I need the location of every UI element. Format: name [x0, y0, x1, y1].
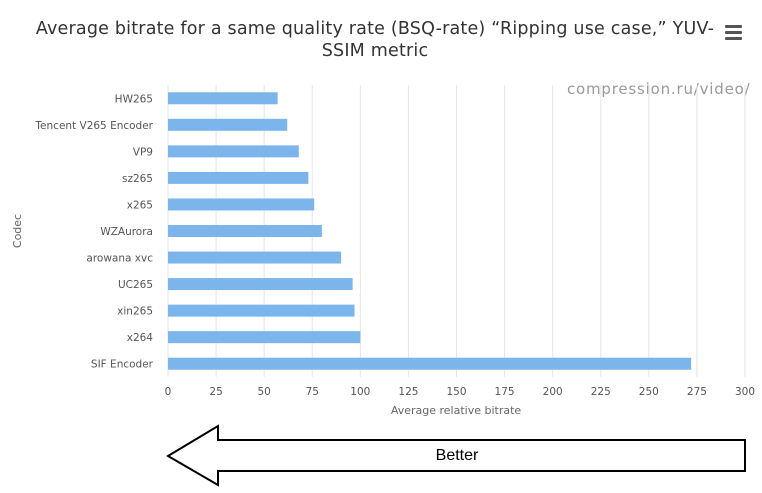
bar	[168, 198, 315, 211]
watermark: compression.ru/video/	[567, 80, 751, 98]
x-axis-title: Average relative bitrate	[391, 404, 522, 417]
x-tick-label: 100	[350, 386, 370, 398]
hamburger-menu-icon[interactable]	[724, 24, 744, 41]
x-tick-label: 50	[257, 386, 270, 398]
x-tick-labels: 0 25 50 75 100 125 150 175 200 225 250 275 300	[165, 386, 755, 398]
category-label: SIF Encoder	[91, 359, 154, 371]
bar	[168, 304, 355, 317]
x-tick-label: 225	[591, 386, 611, 398]
better-arrow: Better	[166, 424, 746, 487]
x-tick-label: 150	[446, 386, 466, 398]
chart-title: Average bitrate for a same quality rate …	[35, 19, 715, 61]
x-tick-label: 300	[735, 386, 755, 398]
bar	[168, 92, 278, 105]
y-axis-title: Codec	[11, 214, 24, 248]
grid-lines	[167, 85, 746, 377]
category-label: x264	[127, 332, 154, 344]
x-tick-label: 250	[639, 386, 659, 398]
left-arrow-shape	[166, 424, 746, 487]
bar	[168, 145, 299, 158]
bar	[168, 331, 361, 344]
category-label: WZAurora	[100, 226, 153, 238]
x-tick-label: 125	[398, 386, 418, 398]
bar	[168, 251, 342, 264]
category-label: sz265	[122, 173, 153, 185]
category-label: HW265	[115, 93, 153, 105]
category-labels: HW265 Tencent V265 Encoder VP9 sz265 x265 WZA…	[34, 93, 153, 370]
bar	[168, 171, 309, 184]
x-tick-label: 200	[543, 386, 563, 398]
bar	[168, 225, 322, 237]
category-label: Tencent V265 Encoder	[34, 120, 153, 132]
arrow-label: Better	[436, 447, 479, 464]
category-label: VP9	[133, 146, 153, 158]
x-tick-label: 25	[209, 386, 222, 398]
bars	[168, 92, 692, 370]
category-label: x265	[127, 199, 153, 211]
x-tick-label: 75	[306, 386, 319, 398]
bar	[168, 278, 353, 291]
bar	[168, 357, 692, 370]
x-tick-label: 175	[495, 386, 515, 398]
x-tick-label: 0	[165, 386, 172, 398]
category-label: arowana xvc	[86, 253, 153, 265]
category-label: UC265	[118, 279, 153, 291]
bar	[168, 118, 288, 131]
x-tick-label: 275	[687, 386, 707, 398]
category-label: xin265	[117, 306, 153, 318]
